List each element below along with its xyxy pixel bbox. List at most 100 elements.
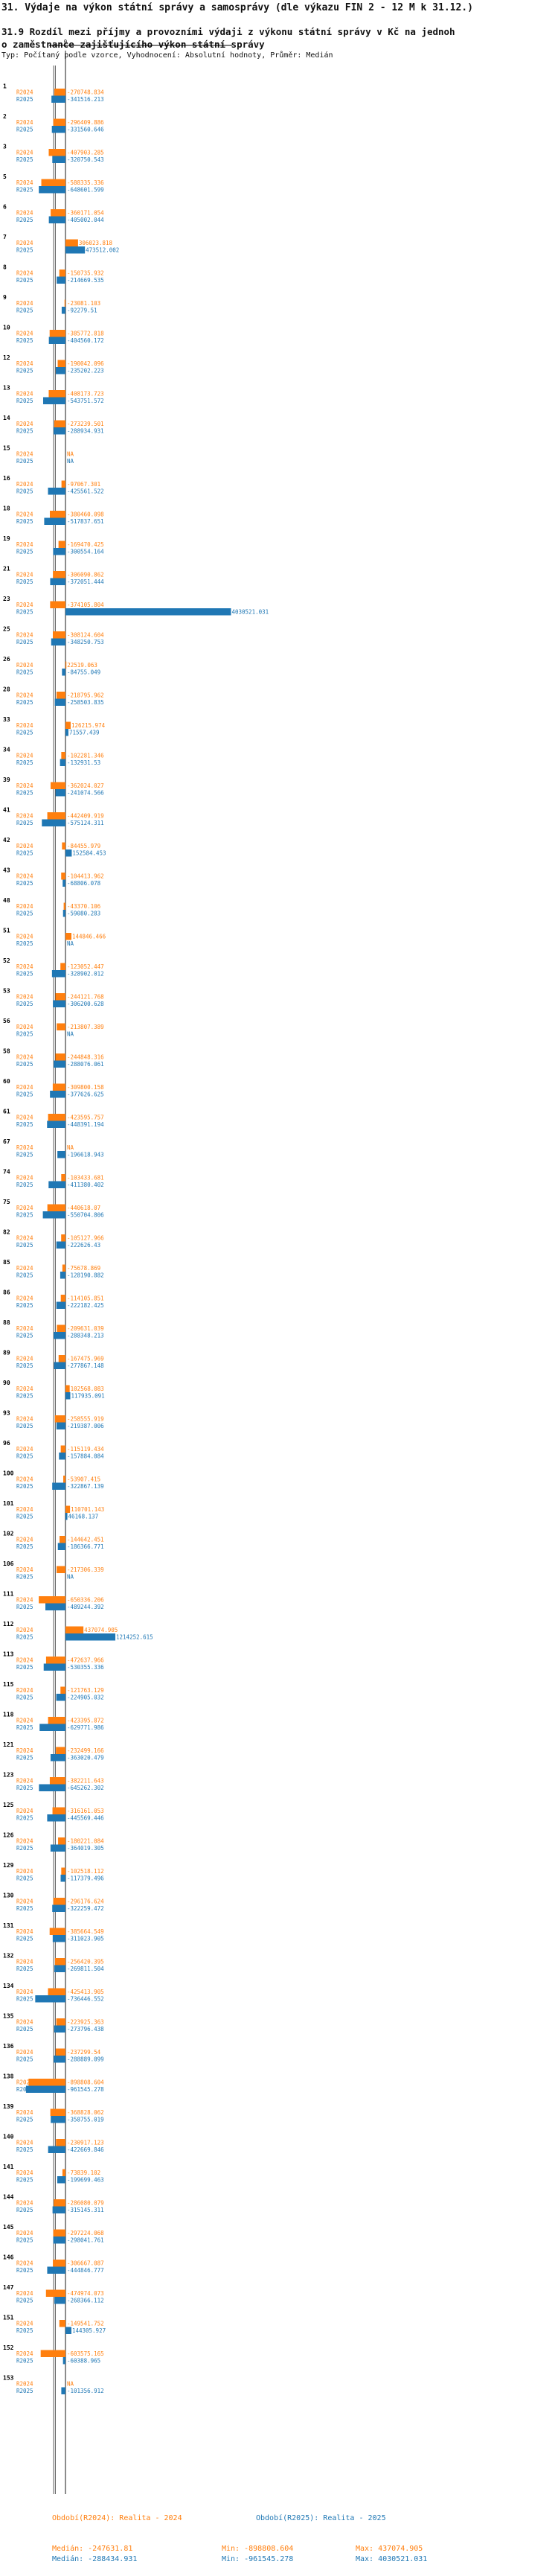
- series-label-r2025: R2025: [16, 1695, 33, 1701]
- group-label: 41: [3, 807, 10, 814]
- group-label: 125: [3, 1802, 14, 1808]
- bar-r2024: [40, 2350, 65, 2357]
- group-label: 21: [3, 566, 10, 573]
- series-label-r2025: R2025: [16, 1242, 33, 1249]
- series-label-r2025: R2025: [16, 2207, 33, 2213]
- value-label-r2025: -186366.771: [67, 1543, 104, 1550]
- bar-r2024: [60, 1686, 65, 1694]
- value-label-r2024: -650336.206: [67, 1597, 104, 1604]
- series-label-r2024: R2024: [16, 1054, 33, 1061]
- bar-r2025: [47, 1814, 65, 1822]
- series-label-r2024: R2024: [16, 1416, 33, 1423]
- bar-r2024: [65, 933, 71, 940]
- series-label-r2025: R2025: [16, 1936, 33, 1942]
- series-label-r2025: R2025: [16, 156, 33, 163]
- value-label-r2024: -407903.285: [67, 150, 104, 156]
- series-label-r2025: R2025: [16, 669, 33, 676]
- bar-r2025: [39, 1724, 65, 1731]
- value-label-r2024: -898808.604: [67, 2079, 104, 2086]
- series-label-r2025: R2025: [16, 2086, 33, 2093]
- bar-r2025: [56, 367, 65, 374]
- bar-r2025: [48, 216, 65, 223]
- series-label-r2024: R2024: [16, 1928, 33, 1935]
- series-label-r2024: R2024: [16, 1476, 33, 1483]
- series-label-r2024: R2024: [16, 2019, 33, 2026]
- bar-r2025: [61, 2387, 65, 2394]
- value-label-r2025: 1214252.615: [116, 1634, 153, 1641]
- bar-r2024: [65, 661, 67, 669]
- value-label-r2025: -575124.311: [67, 820, 104, 826]
- value-label-r2024: -43370.106: [67, 903, 101, 910]
- series-label-r2025: R2025: [16, 1845, 33, 1852]
- value-label-r2024: 126215.974: [71, 722, 106, 729]
- value-label-r2025: 46168.137: [68, 1514, 99, 1520]
- bar-r2024: [62, 842, 65, 849]
- bar-r2024: [50, 2108, 65, 2116]
- value-label-r2024: -84455.979: [67, 843, 100, 849]
- value-label-r2025: 117935.091: [71, 1393, 105, 1400]
- group-label: 135: [3, 2013, 14, 2020]
- bar-r2024: [56, 1747, 65, 1754]
- group-label: 43: [3, 867, 10, 874]
- bar-r2024: [53, 118, 65, 126]
- value-label-r2024: 22519.063: [67, 662, 97, 669]
- series-label-r2025: R2025: [16, 549, 33, 555]
- series-label-r2025: R2025: [16, 368, 33, 374]
- value-label-r2024: -244848.316: [67, 1054, 104, 1061]
- value-label-r2024: -144642.451: [67, 1537, 104, 1543]
- value-label-r2025: -645262.302: [67, 1785, 104, 1791]
- group-label: 1: [3, 83, 7, 90]
- value-label-r2025: -128190.882: [67, 1272, 104, 1279]
- value-label-r2025: -358755.019: [67, 2117, 104, 2123]
- bar-r2025: [54, 427, 65, 435]
- group-label: 60: [3, 1078, 10, 1085]
- bar-r2025: [56, 1694, 65, 1701]
- value-label-r2024: -232499.166: [67, 1747, 104, 1754]
- bar-r2025: [56, 1301, 65, 1309]
- bar-r2025: [54, 2297, 65, 2304]
- bar-r2025: [51, 126, 65, 133]
- bar-r2024: [65, 1385, 70, 1392]
- group-label: 25: [3, 626, 10, 633]
- series-label-r2024: R2024: [16, 481, 33, 488]
- group-label: 90: [3, 1380, 10, 1386]
- value-label-r2024: -237299.54: [67, 2049, 101, 2056]
- group-label: 151: [3, 2315, 14, 2321]
- series-label-r2024: R2024: [16, 391, 33, 398]
- series-label-r2025: R2025: [16, 1996, 33, 2003]
- value-label-r2025: -736446.552: [67, 1996, 104, 2003]
- value-label-r2025: -258503.835: [67, 699, 104, 706]
- value-label-r2024: 110701.143: [71, 1506, 104, 1513]
- series-label-r2025: R2025: [16, 1815, 33, 1822]
- series-label-r2025: R2025: [16, 398, 33, 404]
- series-label-r2025: R2025: [16, 1302, 33, 1309]
- series-label-r2024: R2024: [16, 1446, 33, 1453]
- bar-r2025: [53, 2237, 65, 2244]
- value-label-r2025: -377626.625: [67, 1091, 104, 1098]
- series-label-r2024: R2024: [16, 331, 33, 337]
- group-label: 9: [3, 294, 7, 301]
- value-label-r2025: -348250.753: [67, 639, 104, 645]
- value-label-r2025: NA: [67, 1031, 74, 1038]
- value-label-r2024: -115119.434: [67, 1446, 104, 1453]
- bar-r2024: [61, 1867, 65, 1875]
- value-label-r2025: -273796.438: [67, 2026, 104, 2033]
- value-label-r2024: -105127.966: [67, 1235, 104, 1242]
- group-label: 147: [3, 2284, 14, 2291]
- series-label-r2024: R2024: [16, 722, 33, 729]
- series-label-r2024: R2024: [16, 511, 33, 518]
- series-label-r2024: R2024: [16, 753, 33, 759]
- series-label-r2024: R2024: [16, 1778, 33, 1785]
- legend-r2024: Období(R2024): Realita - 2024: [52, 2514, 182, 2522]
- value-label-r2024: NA: [67, 451, 74, 458]
- bar-r2024: [59, 2320, 65, 2327]
- bar-r2024: [52, 1807, 65, 1814]
- value-label-r2024: -408173.723: [67, 391, 104, 398]
- series-label-r2024: R2024: [16, 1597, 33, 1604]
- value-label-r2025: -117379.496: [67, 1875, 104, 1882]
- series-label-r2025: R2025: [16, 2358, 33, 2365]
- median-r2025: Medián: -288434.931: [52, 2555, 138, 2563]
- value-label-r2025: -422669.846: [67, 2146, 104, 2153]
- bar-r2025: [54, 1965, 65, 1972]
- value-label-r2025: -550704.806: [67, 1212, 104, 1219]
